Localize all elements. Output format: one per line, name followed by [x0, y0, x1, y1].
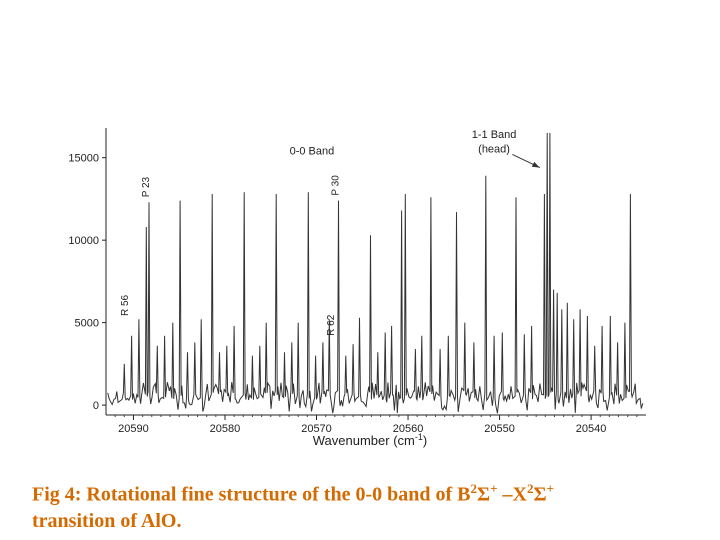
chart-axes: 0 5000 10000 15000 20590 20580 20570 20560 20550…: [68, 128, 646, 435]
y-tick-label: 0: [93, 400, 99, 412]
caption-sup-2b: 2: [526, 481, 534, 496]
x-tick-label: 20550: [484, 423, 515, 435]
x-tick-label: 20580: [210, 423, 241, 435]
figure-caption: Fig 4: Rotational fine structure of the …: [32, 476, 692, 534]
annotation-label: 0-0 Band: [290, 145, 335, 157]
annotation-label: (head): [478, 144, 510, 156]
x-axis-label: Wavenumber (cm-1): [313, 432, 427, 448]
caption-sup-2a: 2: [470, 481, 478, 496]
annotation-label: P 30: [330, 175, 341, 196]
spectrum-line: [107, 132, 644, 414]
arrow-head: [531, 161, 540, 168]
annotation-label: R 56: [120, 294, 131, 316]
annotation-label: P 23: [141, 176, 152, 197]
caption-dash-x: –X: [497, 483, 527, 506]
annotation-label: R 62: [326, 314, 337, 336]
chart-annotations: P 23 P 30 R 56 R 62 0-0 Band 1-1 Band (head): [120, 129, 541, 336]
caption-sigma-b: Σ: [533, 483, 547, 506]
x-tick-label: 20540: [576, 423, 607, 435]
y-tick-label: 5000: [75, 318, 99, 330]
y-tick-label: 10000: [68, 235, 99, 247]
caption-text: Fig 4: Rotational fine structure of the …: [32, 483, 471, 506]
caption-sup-plus-a: +: [490, 481, 498, 496]
spectrum-chart: 0 5000 10000 15000 20590 20580 20570 20560 20550…: [68, 128, 646, 448]
annotation-label: 1-1 Band: [472, 129, 517, 141]
x-tick-label: 20590: [118, 423, 149, 435]
caption-line-2: transition of AlO.: [32, 509, 182, 532]
x-tick-label: 20570: [301, 423, 332, 435]
y-tick-label: 15000: [68, 153, 99, 165]
caption-sup-plus-b: +: [546, 481, 554, 496]
x-tick-label: 20560: [393, 423, 424, 435]
caption-sigma-a: Σ: [477, 483, 491, 506]
